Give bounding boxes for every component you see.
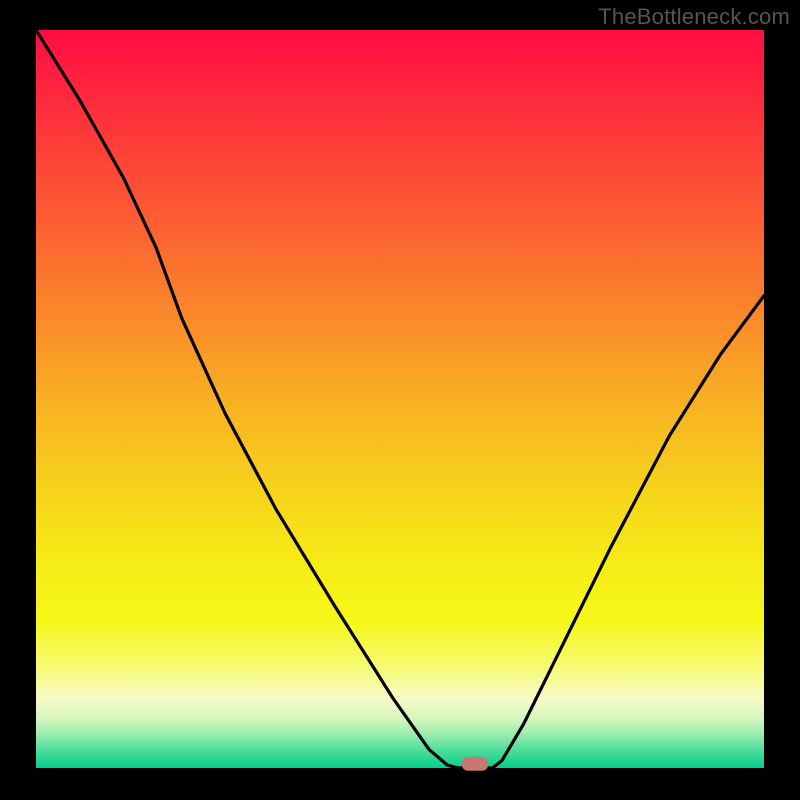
chart-container: TheBottleneck.com bbox=[0, 0, 800, 800]
bottleneck-chart bbox=[0, 0, 800, 800]
watermark-text: TheBottleneck.com bbox=[598, 4, 790, 30]
target-marker bbox=[462, 757, 488, 771]
plot-background bbox=[36, 30, 764, 768]
